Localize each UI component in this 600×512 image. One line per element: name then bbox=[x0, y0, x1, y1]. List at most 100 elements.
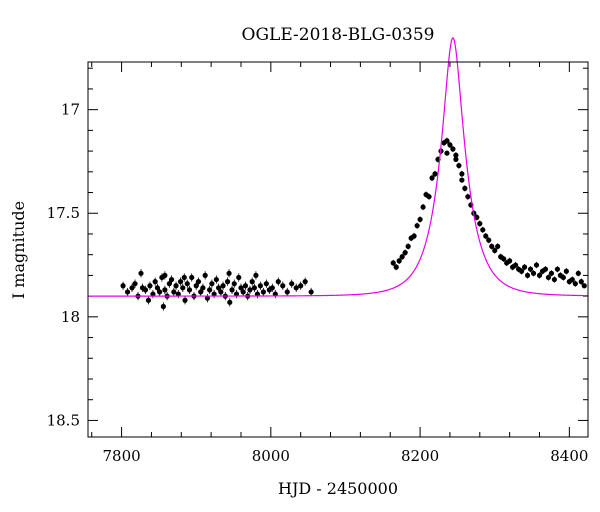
data-point bbox=[224, 277, 231, 286]
data-marker bbox=[177, 279, 184, 285]
data-marker bbox=[429, 175, 435, 181]
data-marker bbox=[293, 285, 299, 291]
data-point bbox=[569, 276, 575, 283]
data-marker bbox=[150, 291, 156, 297]
data-point bbox=[396, 257, 402, 265]
data-point bbox=[554, 266, 561, 273]
data-marker bbox=[447, 142, 453, 148]
data-point bbox=[138, 269, 144, 278]
data-point bbox=[152, 277, 158, 286]
data-marker bbox=[168, 276, 175, 283]
data-point bbox=[465, 193, 471, 200]
data-marker bbox=[182, 297, 188, 303]
data-marker bbox=[269, 285, 275, 291]
data-point bbox=[578, 278, 584, 285]
data-marker bbox=[229, 287, 235, 293]
data-marker bbox=[302, 279, 308, 285]
data-marker bbox=[247, 287, 253, 293]
data-marker bbox=[545, 274, 552, 281]
data-point bbox=[284, 287, 290, 297]
data-point bbox=[560, 274, 566, 281]
data-marker bbox=[209, 281, 215, 287]
data-marker bbox=[260, 289, 266, 295]
data-point bbox=[168, 275, 175, 284]
data-point bbox=[257, 281, 263, 290]
data-point bbox=[429, 174, 435, 182]
data-marker bbox=[220, 283, 226, 289]
data-marker bbox=[240, 289, 246, 295]
data-point bbox=[229, 285, 235, 295]
data-marker bbox=[572, 281, 578, 287]
data-point bbox=[145, 296, 152, 305]
data-marker bbox=[224, 279, 231, 285]
data-point bbox=[456, 162, 462, 169]
data-point bbox=[390, 259, 396, 267]
data-marker bbox=[254, 291, 261, 297]
data-marker bbox=[542, 266, 549, 272]
data-point bbox=[150, 289, 156, 299]
data-point bbox=[450, 145, 456, 153]
data-point bbox=[154, 283, 161, 292]
data-point bbox=[233, 289, 240, 299]
data-point bbox=[182, 296, 188, 305]
data-marker bbox=[462, 185, 468, 191]
data-marker bbox=[390, 260, 396, 266]
data-marker bbox=[263, 281, 269, 287]
data-point bbox=[220, 281, 226, 290]
data-marker bbox=[215, 285, 222, 291]
data-marker bbox=[432, 171, 438, 177]
data-point bbox=[447, 141, 453, 148]
data-point bbox=[242, 281, 249, 290]
data-point bbox=[575, 270, 581, 277]
data-marker bbox=[456, 162, 462, 169]
data-point bbox=[129, 283, 135, 292]
data-marker bbox=[474, 214, 480, 220]
data-marker bbox=[166, 281, 172, 287]
data-marker bbox=[465, 194, 471, 200]
data-marker bbox=[527, 266, 534, 272]
data-point bbox=[177, 277, 184, 286]
data-point bbox=[545, 274, 552, 281]
data-marker bbox=[530, 270, 537, 276]
data-marker bbox=[581, 283, 587, 289]
data-marker bbox=[536, 272, 543, 278]
data-point bbox=[142, 285, 149, 295]
data-marker bbox=[411, 233, 417, 239]
data-marker bbox=[226, 270, 232, 276]
data-point bbox=[495, 243, 501, 250]
data-marker bbox=[152, 279, 158, 285]
data-marker bbox=[275, 279, 281, 285]
data-marker bbox=[236, 274, 242, 281]
y-tick-label: 18.5 bbox=[47, 411, 80, 429]
data-marker bbox=[193, 283, 199, 289]
data-point bbox=[180, 283, 186, 292]
data-point bbox=[405, 243, 411, 250]
x-tick-label: 8400 bbox=[550, 447, 588, 465]
x-axis-label: HJD - 2450000 bbox=[278, 479, 398, 498]
data-point bbox=[542, 266, 549, 273]
data-marker bbox=[289, 281, 295, 287]
data-marker bbox=[298, 283, 304, 289]
data-marker bbox=[414, 223, 420, 229]
data-marker bbox=[162, 272, 168, 278]
data-point bbox=[218, 287, 224, 297]
data-point bbox=[536, 272, 543, 279]
data-point bbox=[289, 279, 295, 288]
y-tick-label: 17.5 bbox=[47, 204, 80, 222]
data-marker bbox=[405, 243, 411, 249]
data-marker bbox=[171, 289, 177, 295]
data-point bbox=[173, 281, 179, 290]
data-point bbox=[489, 243, 495, 250]
data-point bbox=[480, 226, 486, 233]
data-marker bbox=[218, 289, 224, 295]
data-marker bbox=[202, 272, 208, 278]
data-point bbox=[477, 220, 483, 227]
data-point bbox=[302, 277, 308, 286]
data-point bbox=[518, 268, 525, 275]
data-marker bbox=[393, 264, 399, 270]
data-marker bbox=[184, 281, 190, 287]
data-marker bbox=[507, 258, 513, 264]
data-point bbox=[444, 137, 450, 144]
data-point bbox=[399, 253, 405, 260]
data-point bbox=[193, 281, 199, 290]
